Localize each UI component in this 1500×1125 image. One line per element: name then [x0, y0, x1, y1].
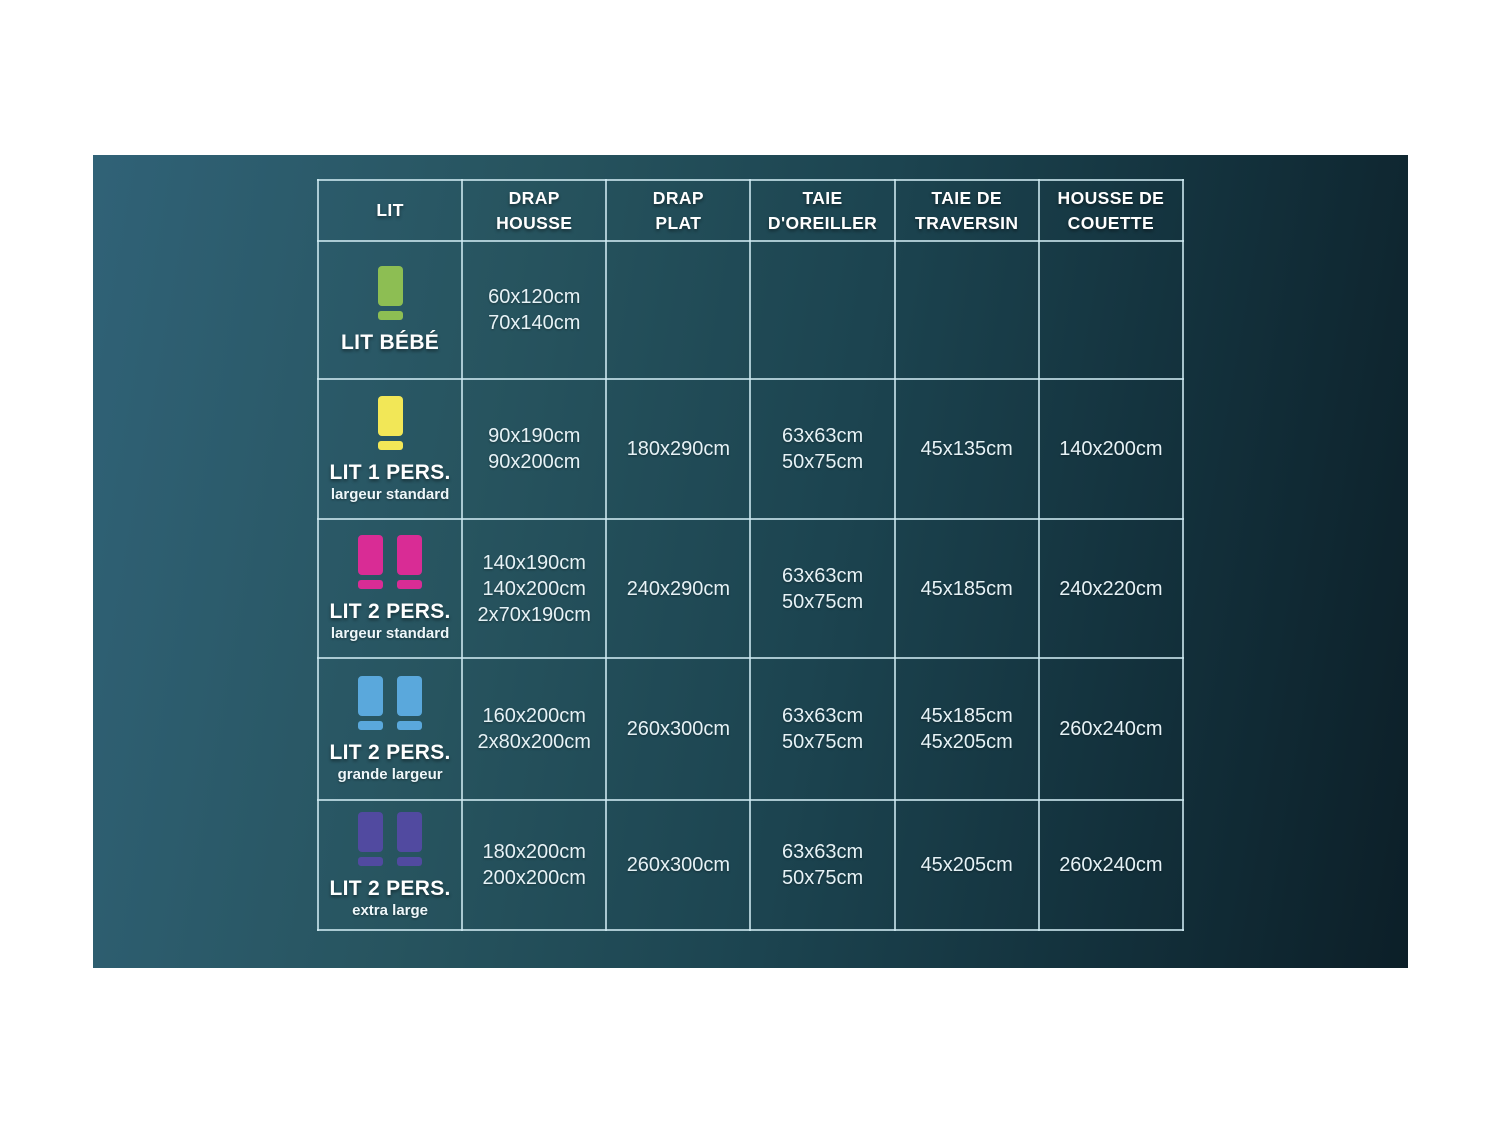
bedding-size-table: LIT DRAP HOUSSE DRAP PLAT TAIE D'OREILLE…: [316, 179, 1185, 931]
cell-taie-traversin: 45x205cm: [893, 799, 1040, 931]
cell-housse-couette: 140x200cm: [1037, 378, 1185, 520]
bed-icon: [358, 675, 423, 730]
cell-drap-housse: 140x190cm 140x200cm 2x70x190cm: [461, 518, 608, 659]
bed-icon: [377, 265, 403, 320]
bed-icon-shape: [397, 811, 423, 866]
cell-drap-plat: 260x300cm: [605, 657, 752, 801]
table-row-lit-2-pers-extra: LIT 2 PERS. extra large 180x200cm 200x20…: [316, 799, 1185, 931]
col-header-housse-couette: HOUSSE DE COUETTE: [1037, 179, 1185, 242]
bed-type-block: LIT 2 PERS. largeur standard: [323, 535, 457, 642]
bed-icon: [358, 535, 423, 589]
bed-type-sublabel: grande largeur: [337, 765, 443, 783]
cell-taie-oreiller: [749, 240, 896, 380]
cell-housse-couette: [1037, 240, 1185, 380]
bed-type-sublabel: extra large: [352, 901, 429, 919]
col-header-drap-housse: DRAP HOUSSE: [461, 179, 608, 242]
bed-type-block: LIT 1 PERS. largeur standard: [323, 395, 457, 503]
bed-type-cell: LIT 2 PERS. extra large: [316, 799, 464, 931]
bed-type-block: LIT BÉBÉ: [323, 265, 457, 355]
cell-taie-traversin: 45x185cm 45x205cm: [893, 657, 1040, 801]
cell-drap-plat: 260x300cm: [605, 799, 752, 931]
bed-icon-shape: [358, 675, 384, 730]
cell-taie-oreiller: 63x63cm 50x75cm: [749, 657, 896, 801]
cell-housse-couette: 260x240cm: [1037, 799, 1185, 931]
cell-drap-housse: 160x200cm 2x80x200cm: [461, 657, 608, 801]
bed-icon-shape: [397, 535, 423, 589]
bed-icon-shape: [377, 265, 403, 320]
bed-type-cell: LIT 1 PERS. largeur standard: [316, 378, 464, 520]
bed-type-label: LIT 2 PERS.: [329, 600, 451, 623]
header-row: LIT DRAP HOUSSE DRAP PLAT TAIE D'OREILLE…: [316, 179, 1185, 242]
bed-type-cell: LIT 2 PERS. grande largeur: [316, 657, 464, 801]
bed-icon-shape: [358, 811, 384, 866]
cell-taie-oreiller: 63x63cm 50x75cm: [749, 518, 896, 659]
bed-icon: [358, 811, 423, 866]
cell-taie-oreiller: 63x63cm 50x75cm: [749, 799, 896, 931]
bed-type-label: LIT 2 PERS.: [329, 740, 451, 764]
bed-type-label: LIT BÉBÉ: [341, 330, 440, 354]
cell-taie-traversin: 45x135cm: [893, 378, 1040, 520]
cell-drap-housse: 90x190cm 90x200cm: [461, 378, 608, 520]
bed-type-block: LIT 2 PERS. extra large: [323, 811, 457, 919]
table-row-lit-1-pers: LIT 1 PERS. largeur standard 90x190cm 90…: [316, 378, 1185, 520]
col-header-lit: LIT: [316, 179, 464, 242]
bed-type-sublabel: largeur standard: [330, 485, 450, 503]
table-row-lit-2-pers-standard: LIT 2 PERS. largeur standard 140x190cm 1…: [316, 518, 1185, 659]
cell-drap-housse: 180x200cm 200x200cm: [461, 799, 608, 931]
table-row-lit-bebe: LIT BÉBÉ 60x120cm 70x140cm: [316, 240, 1185, 380]
bed-icon-shape: [377, 395, 403, 450]
cell-taie-oreiller: 63x63cm 50x75cm: [749, 378, 896, 520]
cell-drap-housse: 60x120cm 70x140cm: [461, 240, 608, 380]
bed-icon: [377, 395, 403, 450]
size-chart-panel: LIT DRAP HOUSSE DRAP PLAT TAIE D'OREILLE…: [93, 155, 1408, 968]
cell-drap-plat: 240x290cm: [605, 518, 752, 659]
col-header-drap-plat: DRAP PLAT: [605, 179, 752, 242]
col-header-taie-oreiller: TAIE D'OREILLER: [749, 179, 896, 242]
bed-type-label: LIT 2 PERS.: [329, 876, 451, 900]
bed-type-cell: LIT BÉBÉ: [316, 240, 464, 380]
bed-icon-shape: [397, 675, 423, 730]
table-row-lit-2-pers-grande: LIT 2 PERS. grande largeur 160x200cm 2x8…: [316, 657, 1185, 801]
bed-type-label: LIT 1 PERS.: [329, 460, 451, 484]
bed-type-sublabel: largeur standard: [330, 625, 450, 642]
bed-type-block: LIT 2 PERS. grande largeur: [323, 675, 457, 783]
cell-housse-couette: 240x220cm: [1037, 518, 1185, 659]
cell-drap-plat: 180x290cm: [605, 378, 752, 520]
col-header-taie-traversin: TAIE DE TRAVERSIN: [893, 179, 1040, 242]
cell-taie-traversin: 45x185cm: [893, 518, 1040, 659]
cell-taie-traversin: [893, 240, 1040, 380]
cell-drap-plat: [605, 240, 752, 380]
bed-icon-shape: [358, 535, 384, 589]
cell-housse-couette: 260x240cm: [1037, 657, 1185, 801]
bed-type-cell: LIT 2 PERS. largeur standard: [316, 518, 464, 659]
